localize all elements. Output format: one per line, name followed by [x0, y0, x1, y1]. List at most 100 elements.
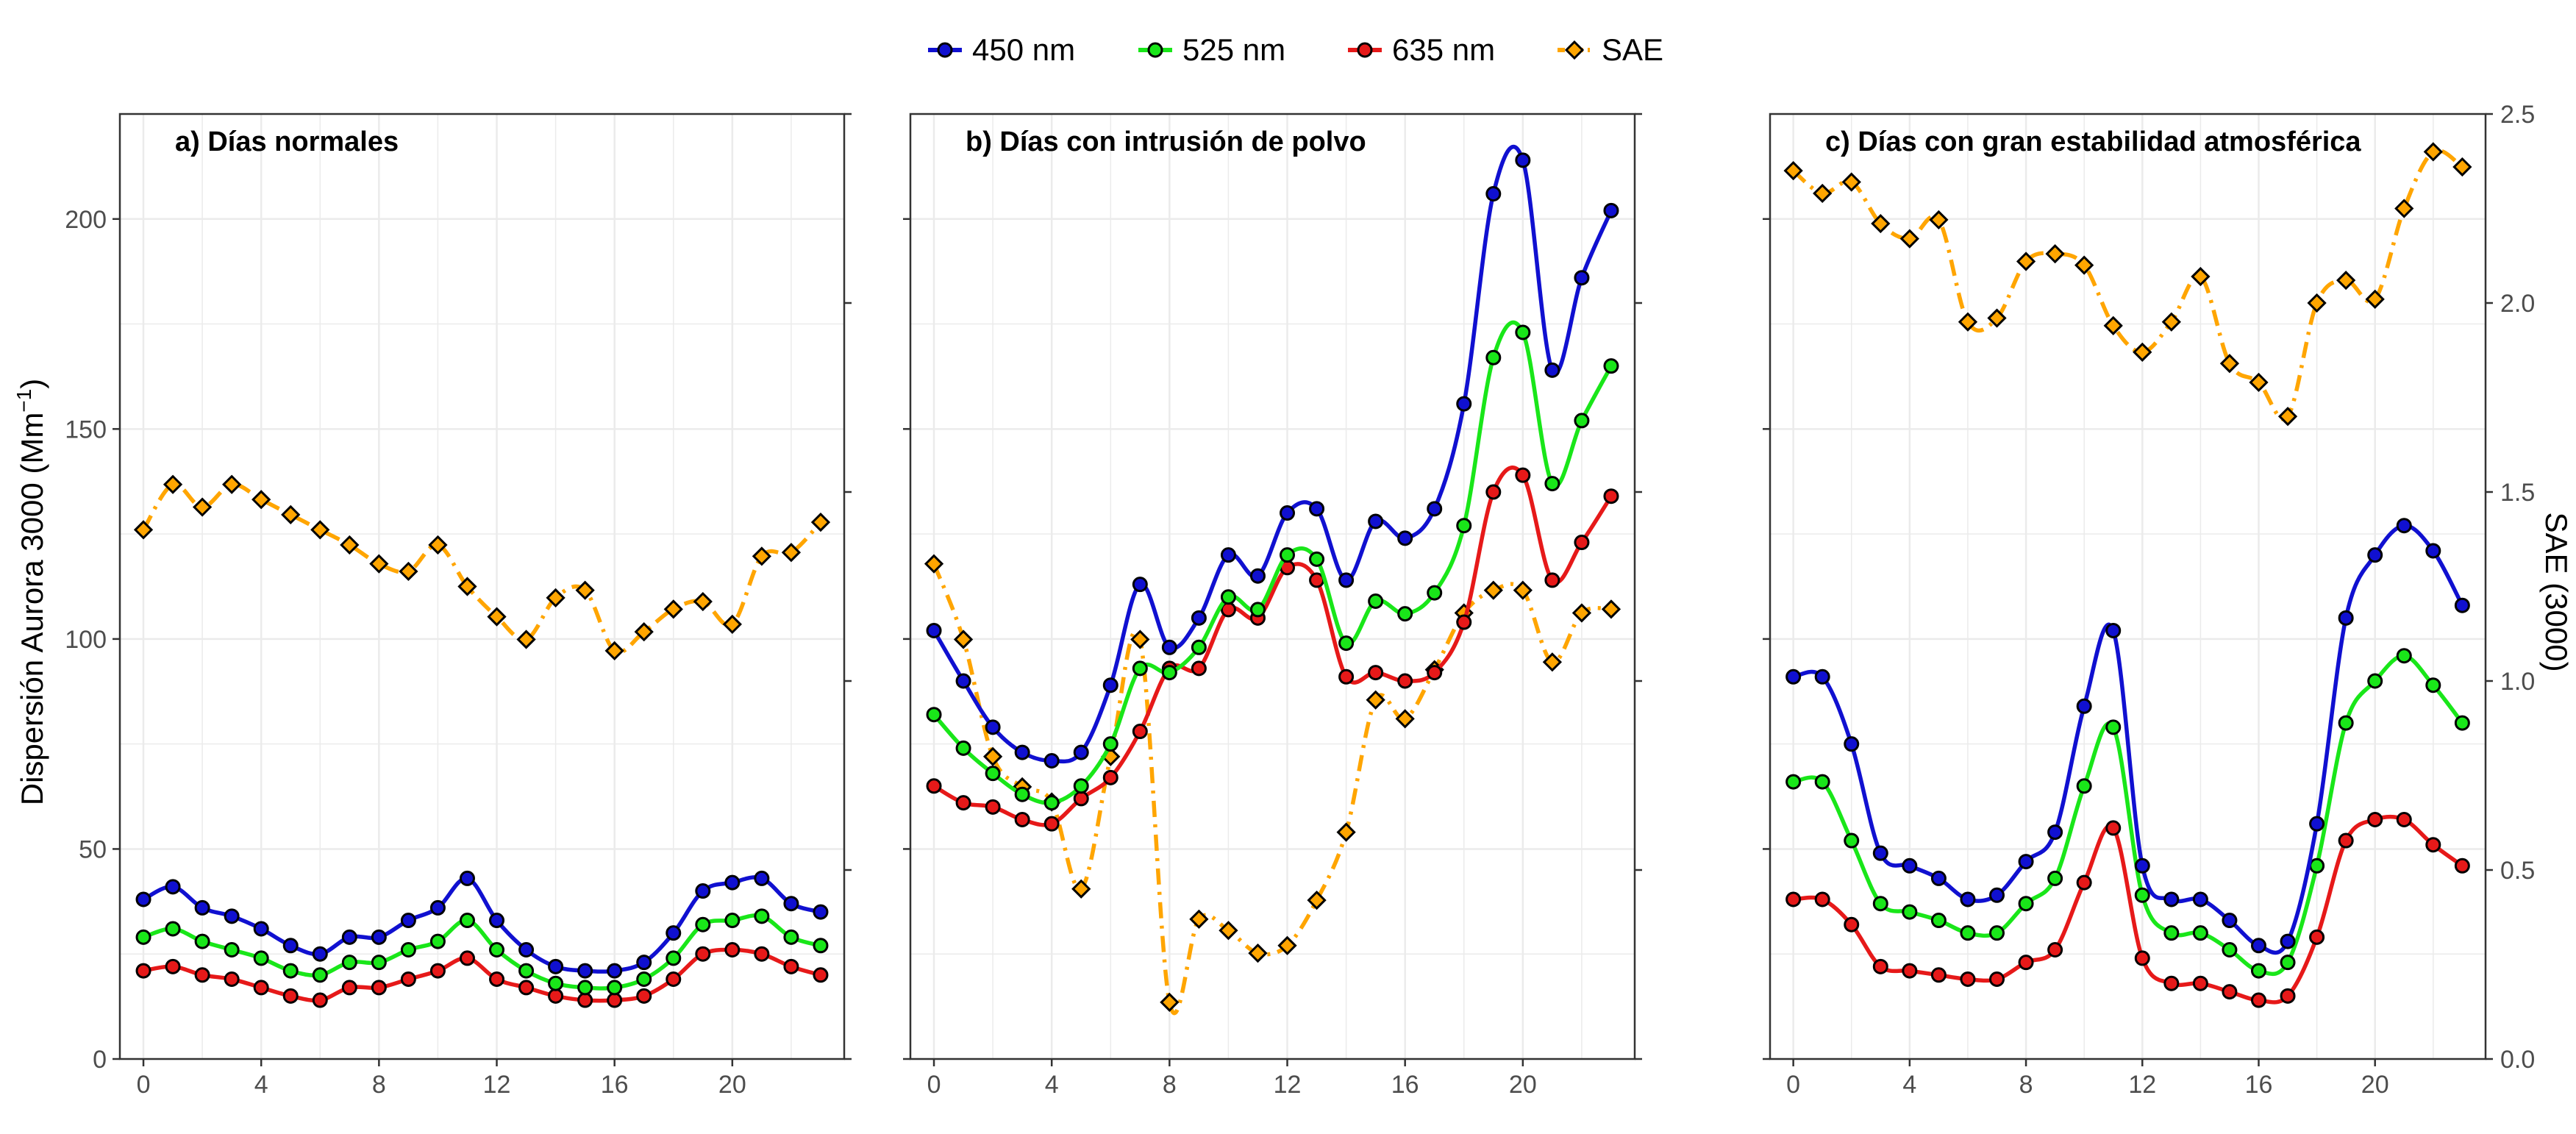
- data-point-sae: [428, 535, 448, 555]
- data-point-450-nm: [1427, 501, 1443, 517]
- data-point-450-nm: [926, 622, 942, 638]
- data-point-635-nm: [1814, 891, 1830, 907]
- data-point-sae: [1958, 312, 1978, 332]
- data-point-450-nm: [2047, 824, 2063, 841]
- data-point-635-nm: [2250, 992, 2266, 1008]
- data-point-sae: [663, 599, 683, 619]
- data-point-635-nm: [1902, 963, 1918, 979]
- y-left-tick-label: 150: [65, 416, 107, 443]
- data-point-525-nm: [2105, 719, 2122, 735]
- data-point-635-nm: [1844, 916, 1860, 932]
- x-tick-label: 20: [1509, 1071, 1537, 1099]
- data-point-525-nm: [1515, 324, 1531, 340]
- data-point-sae: [604, 641, 624, 661]
- data-point-450-nm: [2134, 857, 2150, 874]
- y-axis-right-title: SAE (3000): [2539, 512, 2574, 671]
- data-point-sae: [457, 577, 477, 596]
- legend-label-sae: SAE: [1602, 32, 1663, 67]
- data-point-525-nm: [1989, 925, 2005, 941]
- data-point-450-nm: [1574, 270, 1590, 286]
- data-point-635-nm: [2105, 820, 2122, 836]
- data-point-635-nm: [459, 950, 475, 966]
- data-point-450-nm: [2454, 597, 2470, 613]
- data-point-450-nm: [1249, 568, 1266, 584]
- data-point-sae: [2394, 199, 2414, 218]
- data-point-450-nm: [1191, 610, 1207, 626]
- data-point-450-nm: [2309, 816, 2325, 832]
- data-point-450-nm: [1872, 845, 1888, 861]
- data-point-635-nm: [2076, 874, 2092, 891]
- data-point-635-nm: [518, 980, 535, 996]
- data-point-450-nm: [783, 896, 799, 912]
- data-point-450-nm: [1014, 744, 1030, 760]
- data-point-635-nm: [926, 778, 942, 794]
- legend-marker-635-nm: [1357, 42, 1373, 58]
- data-point-635-nm: [371, 980, 387, 996]
- data-point-635-nm: [2280, 988, 2296, 1004]
- data-point-525-nm: [2367, 673, 2383, 689]
- y-right-tick-label: 0.5: [2500, 857, 2535, 885]
- data-point-450-nm: [1132, 577, 1148, 593]
- data-point-sae: [2016, 252, 2036, 271]
- data-point-450-nm: [165, 879, 181, 895]
- data-point-450-nm: [695, 883, 711, 899]
- data-point-635-nm: [985, 799, 1001, 815]
- data-point-sae: [2045, 244, 2065, 264]
- x-tick-label: 0: [1786, 1071, 1800, 1099]
- data-point-450-nm: [2425, 543, 2441, 559]
- panel-grid: [1770, 113, 2486, 1060]
- data-point-525-nm: [1930, 913, 1947, 929]
- data-point-635-nm: [2134, 950, 2150, 966]
- data-point-525-nm: [194, 933, 210, 949]
- data-point-sae: [953, 630, 974, 649]
- data-point-sae: [575, 580, 595, 600]
- data-point-450-nm: [312, 946, 328, 962]
- data-point-sae: [546, 588, 565, 608]
- data-point-sae: [693, 591, 713, 612]
- data-point-sae: [2161, 312, 2181, 332]
- data-point-635-nm: [636, 988, 652, 1004]
- data-point-450-nm: [1309, 501, 1325, 517]
- data-point-635-nm: [1397, 673, 1413, 689]
- x-tick-label: 0: [927, 1071, 941, 1099]
- data-point-450-nm: [371, 929, 387, 945]
- data-point-525-nm: [607, 980, 623, 996]
- data-point-450-nm: [607, 963, 623, 979]
- y-right-tick-label: 1.5: [2500, 479, 2535, 507]
- data-point-sae: [810, 512, 831, 532]
- data-point-sae: [2423, 142, 2443, 162]
- data-point-sae: [2133, 342, 2152, 362]
- data-point-635-nm: [2163, 975, 2180, 991]
- data-point-635-nm: [548, 988, 564, 1004]
- data-point-450-nm: [1456, 396, 1472, 412]
- data-point-635-nm: [400, 971, 416, 987]
- data-point-450-nm: [1485, 186, 1502, 202]
- data-point-sae: [2452, 157, 2472, 177]
- data-point-sae: [1277, 935, 1297, 955]
- data-point-sae: [1813, 183, 1833, 204]
- series-sae: [1783, 142, 2472, 427]
- data-point-sae: [982, 746, 1003, 766]
- series-sae: [133, 474, 831, 661]
- data-point-525-nm: [253, 950, 269, 966]
- data-point-525-nm: [724, 913, 741, 929]
- legend-label-450-nm: 450 nm: [972, 32, 1075, 67]
- series-line-635-nm: [143, 947, 821, 1003]
- data-point-635-nm: [2222, 984, 2238, 1000]
- data-point-sae: [2277, 407, 2298, 427]
- data-point-525-nm: [1844, 832, 1860, 849]
- data-point-450-nm: [1220, 547, 1236, 563]
- legend-item-sae: SAE: [1558, 32, 1663, 67]
- data-point-635-nm: [1544, 572, 1560, 588]
- data-point-sae: [222, 474, 242, 494]
- x-tick-label: 4: [254, 1071, 268, 1099]
- data-point-450-nm: [1930, 870, 1947, 886]
- data-point-sae: [1841, 172, 1861, 192]
- data-point-525-nm: [1574, 413, 1590, 429]
- data-point-sae: [781, 543, 802, 563]
- data-point-635-nm: [1603, 488, 1619, 504]
- data-point-450-nm: [1161, 639, 1177, 655]
- data-point-525-nm: [548, 975, 564, 991]
- data-point-525-nm: [2425, 677, 2441, 693]
